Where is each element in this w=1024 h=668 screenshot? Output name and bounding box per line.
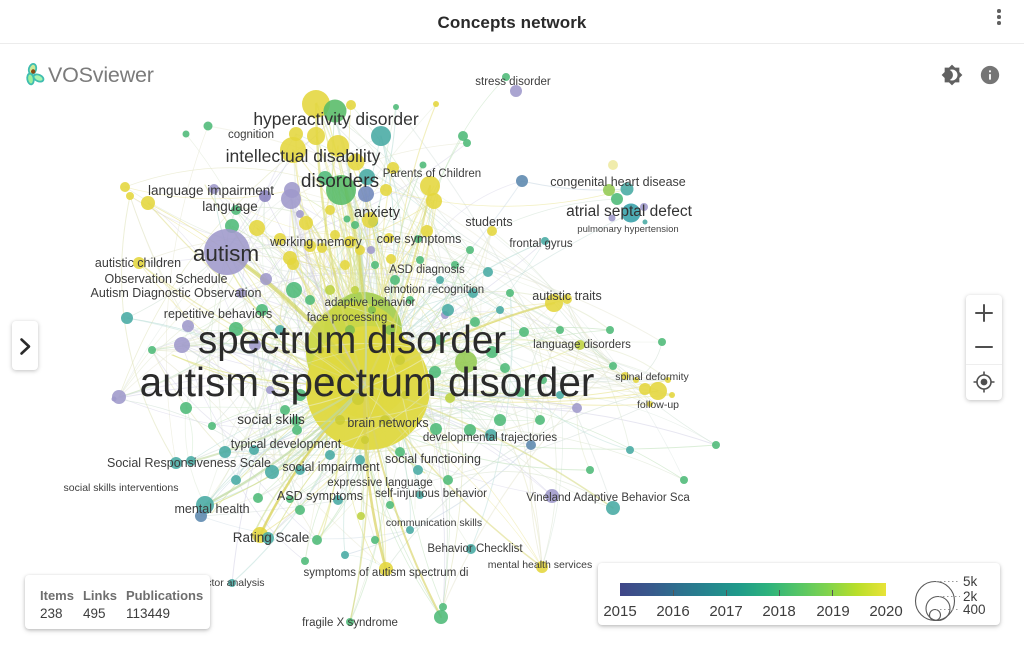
svg-text:2k: 2k <box>963 589 978 604</box>
svg-text:Autism Diagnostic Observation: Autism Diagnostic Observation <box>91 286 262 300</box>
svg-text:mental health: mental health <box>174 502 249 516</box>
svg-text:symptoms of autism spectrum di: symptoms of autism spectrum di <box>304 567 469 579</box>
svg-text:spectrum disorder: spectrum disorder <box>198 319 506 362</box>
svg-text:mental health services: mental health services <box>488 559 592 571</box>
svg-text:students: students <box>465 215 512 229</box>
svg-text:pulmonary hypertension: pulmonary hypertension <box>577 224 678 235</box>
svg-text:social impairment: social impairment <box>282 460 380 474</box>
svg-text:Observation Schedule: Observation Schedule <box>105 272 228 286</box>
svg-text:language impairment: language impairment <box>148 183 274 198</box>
svg-text:Behavior Checklist: Behavior Checklist <box>427 543 523 555</box>
svg-text:autism spectrum disorder: autism spectrum disorder <box>140 359 595 405</box>
svg-text:Parents of Children: Parents of Children <box>383 168 481 180</box>
svg-text:expressive language: expressive language <box>327 477 433 489</box>
svg-text:disorders: disorders <box>301 171 379 192</box>
svg-text:Rating Scale: Rating Scale <box>233 530 310 545</box>
svg-text:communication skills: communication skills <box>386 517 482 529</box>
svg-text:autistic traits: autistic traits <box>532 289 601 303</box>
svg-text:frontal gyrus: frontal gyrus <box>509 238 573 250</box>
svg-text:spinal deformity: spinal deformity <box>615 371 689 383</box>
svg-text:400: 400 <box>963 602 986 617</box>
svg-text:hyperactivity disorder: hyperactivity disorder <box>253 109 419 129</box>
svg-text:atrial septal defect: atrial septal defect <box>566 203 692 220</box>
svg-text:autistic children: autistic children <box>95 256 181 270</box>
svg-text:Social Responsiveness Scale: Social Responsiveness Scale <box>107 456 271 470</box>
svg-text:core symptoms: core symptoms <box>377 232 462 246</box>
svg-text:social functioning: social functioning <box>385 452 481 466</box>
svg-text:developmental trajectories: developmental trajectories <box>423 432 557 444</box>
svg-text:autism: autism <box>193 241 259 266</box>
svg-text:adaptive behavior: adaptive behavior <box>325 297 416 309</box>
svg-text:stress disorder: stress disorder <box>475 76 551 88</box>
svg-text:ASD diagnosis: ASD diagnosis <box>389 264 465 276</box>
svg-text:social skills: social skills <box>237 412 305 427</box>
svg-text:5k: 5k <box>963 574 978 589</box>
svg-text:Vineland Adaptive Behavior Sca: Vineland Adaptive Behavior Sca <box>526 492 690 504</box>
svg-text:anxiety: anxiety <box>354 205 401 221</box>
svg-text:fragile X syndrome: fragile X syndrome <box>302 617 398 629</box>
svg-text:self-injurious behavior: self-injurious behavior <box>375 488 487 500</box>
svg-text:cognition: cognition <box>228 129 274 141</box>
svg-text:language: language <box>202 199 258 214</box>
svg-text:intellectual disability: intellectual disability <box>226 146 381 166</box>
svg-text:typical development: typical development <box>231 437 342 451</box>
svg-text:repetitive behaviors: repetitive behaviors <box>164 307 272 321</box>
svg-text:brain networks: brain networks <box>347 416 428 430</box>
svg-text:congenital heart disease: congenital heart disease <box>550 175 686 189</box>
svg-text:working memory: working memory <box>269 235 362 249</box>
svg-text:emotion recognition: emotion recognition <box>384 284 484 296</box>
svg-text:follow-up: follow-up <box>637 399 679 411</box>
svg-text:factor analysis: factor analysis <box>197 577 264 589</box>
svg-text:face processing: face processing <box>307 312 388 324</box>
svg-text:social skills interventions: social skills interventions <box>64 482 179 494</box>
svg-text:ASD symptoms: ASD symptoms <box>277 489 363 503</box>
svg-text:language disorders: language disorders <box>533 339 631 351</box>
